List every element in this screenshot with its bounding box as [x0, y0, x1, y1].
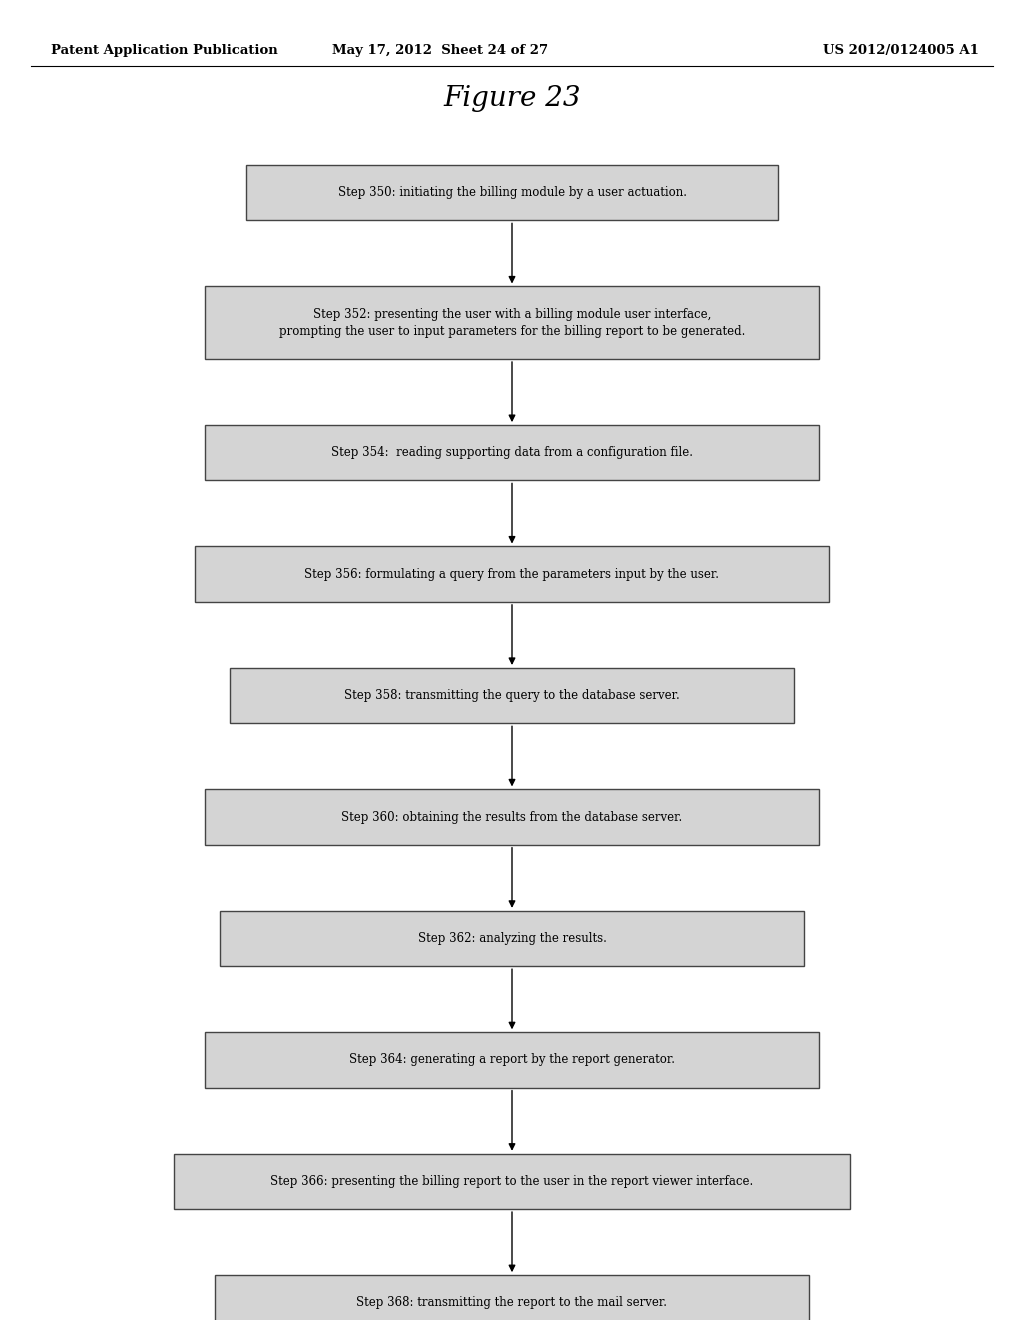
Bar: [174, 1154, 850, 1209]
Text: Step 350: initiating the billing module by a user actuation.: Step 350: initiating the billing module …: [338, 186, 686, 199]
Bar: [195, 546, 829, 602]
Bar: [205, 1032, 819, 1088]
Bar: [220, 911, 804, 966]
Text: Patent Application Publication: Patent Application Publication: [51, 44, 278, 57]
Text: US 2012/0124005 A1: US 2012/0124005 A1: [823, 44, 979, 57]
Text: Step 362: analyzing the results.: Step 362: analyzing the results.: [418, 932, 606, 945]
Bar: [205, 789, 819, 845]
Text: Step 360: obtaining the results from the database server.: Step 360: obtaining the results from the…: [341, 810, 683, 824]
Text: Figure 23: Figure 23: [443, 86, 581, 112]
Bar: [205, 425, 819, 480]
Text: Step 354:  reading supporting data from a configuration file.: Step 354: reading supporting data from a…: [331, 446, 693, 459]
Text: Step 352: presenting the user with a billing module user interface,
prompting th: Step 352: presenting the user with a bil…: [279, 308, 745, 338]
Bar: [205, 286, 819, 359]
Bar: [215, 1275, 809, 1320]
Text: Step 358: transmitting the query to the database server.: Step 358: transmitting the query to the …: [344, 689, 680, 702]
Text: Step 366: presenting the billing report to the user in the report viewer interfa: Step 366: presenting the billing report …: [270, 1175, 754, 1188]
Bar: [230, 668, 794, 723]
Text: Step 356: formulating a query from the parameters input by the user.: Step 356: formulating a query from the p…: [304, 568, 720, 581]
Bar: [246, 165, 778, 220]
Text: May 17, 2012  Sheet 24 of 27: May 17, 2012 Sheet 24 of 27: [332, 44, 549, 57]
Text: Step 368: transmitting the report to the mail server.: Step 368: transmitting the report to the…: [356, 1296, 668, 1309]
Text: Step 364: generating a report by the report generator.: Step 364: generating a report by the rep…: [349, 1053, 675, 1067]
